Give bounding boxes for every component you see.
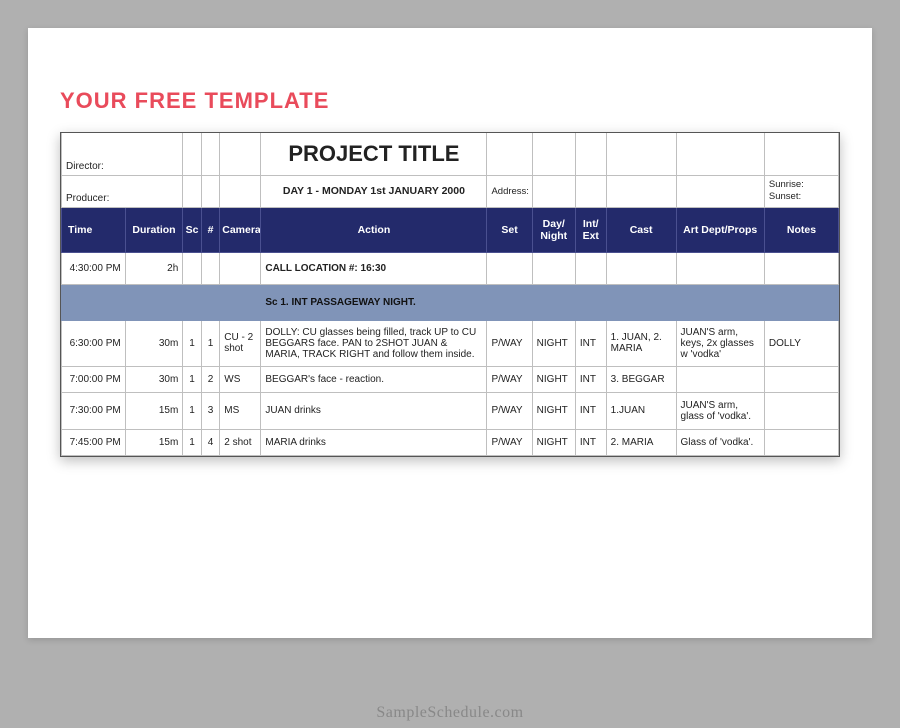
schedule-sheet: Director: PROJECT TITLE Producer: DAY 1 … bbox=[60, 132, 840, 457]
cell-set: P/WAY bbox=[487, 429, 532, 455]
scene-band: Sc 1. INT PASSAGEWAY NIGHT. bbox=[62, 284, 839, 320]
col-duration: Duration bbox=[125, 207, 183, 252]
cell-int-ext: INT bbox=[575, 392, 606, 429]
cell-sc: 1 bbox=[183, 392, 201, 429]
project-title: PROJECT TITLE bbox=[261, 133, 487, 176]
cell-duration: 15m bbox=[125, 429, 183, 455]
cell-duration: 15m bbox=[125, 392, 183, 429]
col-notes: Notes bbox=[764, 207, 838, 252]
cell-cast: 1. JUAN, 2. MARIA bbox=[606, 320, 676, 366]
cell-camera: WS bbox=[220, 366, 261, 392]
cell-set: P/WAY bbox=[487, 320, 532, 366]
cell-num: 3 bbox=[201, 392, 219, 429]
col-art: Art Dept/Props bbox=[676, 207, 764, 252]
cell-notes: DOLLY bbox=[764, 320, 838, 366]
cell-sc: 1 bbox=[183, 320, 201, 366]
cell-art: JUAN'S arm, keys, 2x glasses w 'vodka' bbox=[676, 320, 764, 366]
col-action: Action bbox=[261, 207, 487, 252]
cell-num: 2 bbox=[201, 366, 219, 392]
page-heading: YOUR FREE TEMPLATE bbox=[60, 88, 840, 114]
col-time: Time bbox=[62, 207, 126, 252]
cell-camera: MS bbox=[220, 392, 261, 429]
call-action: CALL LOCATION #: 16:30 bbox=[261, 252, 487, 284]
cell-int-ext: INT bbox=[575, 320, 606, 366]
cell-sc: 1 bbox=[183, 429, 201, 455]
address-label: Address: bbox=[487, 176, 532, 208]
cell-camera: CU - 2 shot bbox=[220, 320, 261, 366]
cell-time: 7:30:00 PM bbox=[62, 392, 126, 429]
schedule-table: Director: PROJECT TITLE Producer: DAY 1 … bbox=[61, 133, 839, 456]
shot-row: 7:45:00 PM15m142 shotMARIA drinksP/WAYNI… bbox=[62, 429, 839, 455]
cell-cast: 3. BEGGAR bbox=[606, 366, 676, 392]
cell-day-night: NIGHT bbox=[532, 366, 575, 392]
cell-notes bbox=[764, 366, 838, 392]
cell-art: Glass of 'vodka'. bbox=[676, 429, 764, 455]
sunrise-label: Sunrise: bbox=[769, 179, 804, 190]
cell-action: DOLLY: CU glasses being filled, track UP… bbox=[261, 320, 487, 366]
column-header-row: Time Duration Sc # Camera Action Set Day… bbox=[62, 207, 839, 252]
call-row: 4:30:00 PM 2h CALL LOCATION #: 16:30 bbox=[62, 252, 839, 284]
cell-day-night: NIGHT bbox=[532, 392, 575, 429]
director-label: Director: bbox=[62, 133, 183, 176]
cell-notes bbox=[764, 429, 838, 455]
call-duration: 2h bbox=[125, 252, 183, 284]
cell-art bbox=[676, 366, 764, 392]
cell-camera: 2 shot bbox=[220, 429, 261, 455]
shot-row: 7:30:00 PM15m13MSJUAN drinksP/WAYNIGHTIN… bbox=[62, 392, 839, 429]
cell-time: 7:00:00 PM bbox=[62, 366, 126, 392]
col-int-ext: Int/ Ext bbox=[575, 207, 606, 252]
scene-band-label: Sc 1. INT PASSAGEWAY NIGHT. bbox=[261, 284, 487, 320]
info-row: Producer: DAY 1 - MONDAY 1st JANUARY 200… bbox=[62, 176, 839, 208]
cell-set: P/WAY bbox=[487, 392, 532, 429]
cell-day-night: NIGHT bbox=[532, 429, 575, 455]
col-camera: Camera bbox=[220, 207, 261, 252]
col-sc: Sc bbox=[183, 207, 201, 252]
cell-duration: 30m bbox=[125, 320, 183, 366]
day-line: DAY 1 - MONDAY 1st JANUARY 2000 bbox=[261, 176, 487, 208]
document-page: YOUR FREE TEMPLATE Director: PROJECT TIT… bbox=[28, 28, 872, 638]
col-cast: Cast bbox=[606, 207, 676, 252]
cell-sc: 1 bbox=[183, 366, 201, 392]
col-set: Set bbox=[487, 207, 532, 252]
cell-int-ext: INT bbox=[575, 366, 606, 392]
shot-row: 7:00:00 PM30m12WSBEGGAR's face - reactio… bbox=[62, 366, 839, 392]
cell-num: 4 bbox=[201, 429, 219, 455]
cell-time: 7:45:00 PM bbox=[62, 429, 126, 455]
cell-time: 6:30:00 PM bbox=[62, 320, 126, 366]
shots-body: 6:30:00 PM30m11CU - 2 shotDOLLY: CU glas… bbox=[62, 320, 839, 455]
shot-row: 6:30:00 PM30m11CU - 2 shotDOLLY: CU glas… bbox=[62, 320, 839, 366]
cell-art: JUAN'S arm, glass of 'vodka'. bbox=[676, 392, 764, 429]
cell-action: MARIA drinks bbox=[261, 429, 487, 455]
cell-cast: 1.JUAN bbox=[606, 392, 676, 429]
cell-duration: 30m bbox=[125, 366, 183, 392]
sun-labels: Sunrise: Sunset: bbox=[764, 176, 838, 208]
cell-cast: 2. MARIA bbox=[606, 429, 676, 455]
col-num: # bbox=[201, 207, 219, 252]
cell-num: 1 bbox=[201, 320, 219, 366]
cell-action: JUAN drinks bbox=[261, 392, 487, 429]
cell-set: P/WAY bbox=[487, 366, 532, 392]
producer-label: Producer: bbox=[62, 176, 183, 208]
cell-int-ext: INT bbox=[575, 429, 606, 455]
cell-action: BEGGAR's face - reaction. bbox=[261, 366, 487, 392]
col-day-night: Day/ Night bbox=[532, 207, 575, 252]
cell-notes bbox=[764, 392, 838, 429]
watermark: SampleSchedule.com bbox=[0, 704, 900, 722]
sunset-label: Sunset: bbox=[769, 191, 801, 202]
call-time: 4:30:00 PM bbox=[62, 252, 126, 284]
cell-day-night: NIGHT bbox=[532, 320, 575, 366]
